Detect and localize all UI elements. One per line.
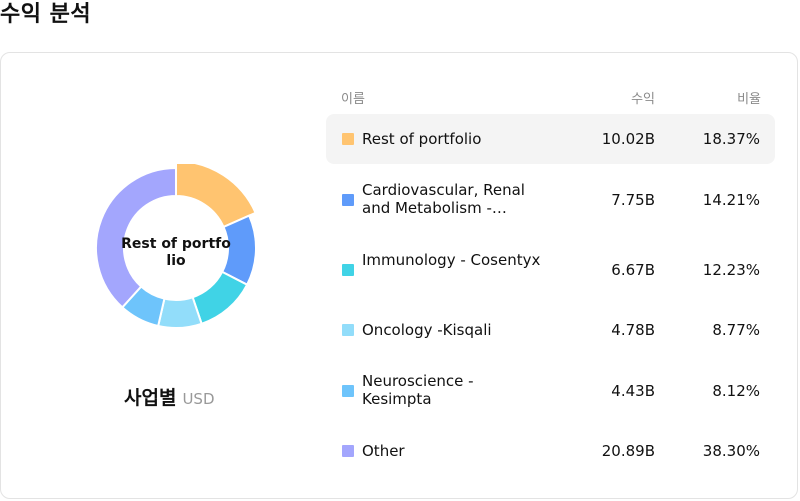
row-revenue: 7.75B <box>611 191 655 209</box>
table-header: 이름 수익 비율 <box>341 88 761 108</box>
row-label: Immunology - Cosentyx <box>362 251 541 269</box>
page-title: 수익 분석 <box>0 2 92 27</box>
row-ratio: 8.77% <box>712 321 760 339</box>
row-revenue: 4.78B <box>611 321 655 339</box>
legend-swatch <box>342 194 354 206</box>
column-header-revenue: 수익 <box>631 92 655 107</box>
table-row-immunology[interactable]: Immunology - Cosentyx 6.67B 12.23% <box>326 244 775 294</box>
row-revenue: 10.02B <box>601 130 655 148</box>
table-row-oncology[interactable]: Oncology -Kisqali 4.78B 8.77% <box>326 304 775 354</box>
chart-caption-title: 사업별 <box>124 387 177 409</box>
row-label: Other <box>362 442 405 460</box>
table-row-other[interactable]: Other 20.89B 38.30% <box>326 425 775 475</box>
row-label: Rest of portfolio <box>362 130 482 148</box>
legend-swatch <box>342 385 354 397</box>
table-row-neuroscience[interactable]: Neuroscience - Kesimpta 4.43B 8.12% <box>326 365 775 415</box>
donut-chart-svg <box>95 164 257 329</box>
row-ratio: 8.12% <box>712 382 760 400</box>
legend-swatch <box>342 445 354 457</box>
donut-slice-0[interactable] <box>175 164 257 229</box>
row-ratio: 14.21% <box>702 191 760 209</box>
table-row-rest-of-portfolio[interactable]: Rest of portfolio 10.02B 18.37% <box>326 114 775 164</box>
row-revenue: 6.67B <box>611 261 655 279</box>
legend-swatch <box>342 264 354 276</box>
row-label: Cardiovascular, Renal and Metabolism -… <box>362 181 525 217</box>
row-ratio: 18.37% <box>702 130 760 148</box>
legend-swatch <box>342 133 354 145</box>
column-header-name: 이름 <box>341 92 365 107</box>
table-row-cardiovascular[interactable]: Cardiovascular, Renal and Metabolism -… … <box>326 174 775 224</box>
row-label: Oncology -Kisqali <box>362 321 492 339</box>
donut-center-label: Rest of portfolio <box>121 236 231 269</box>
row-revenue: 4.43B <box>611 382 655 400</box>
row-ratio: 38.30% <box>702 442 760 460</box>
donut-chart: Rest of portfolio <box>95 164 257 334</box>
chart-caption: 사업별 USD <box>124 386 215 411</box>
revenue-analysis-card: Rest of portfolio 사업별 USD 이름 수익 비율 Rest o… <box>0 52 798 499</box>
donut-slice-2[interactable] <box>191 270 249 326</box>
chart-caption-unit: USD <box>182 390 215 408</box>
row-ratio: 12.23% <box>702 261 760 279</box>
donut-slice-5[interactable] <box>95 166 177 309</box>
legend-swatch <box>342 324 354 336</box>
row-revenue: 20.89B <box>601 442 655 460</box>
row-label: Neuroscience - Kesimpta <box>362 372 474 408</box>
column-header-ratio: 비율 <box>737 92 761 107</box>
